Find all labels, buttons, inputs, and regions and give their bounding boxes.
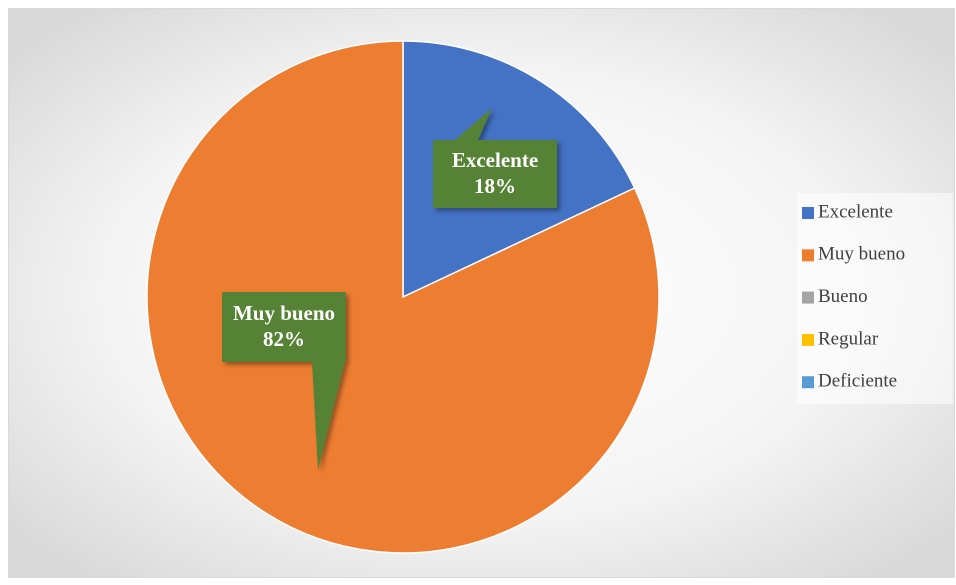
label-value: 18% — [474, 174, 516, 198]
legend-label: Muy bueno — [818, 244, 905, 265]
legend — [797, 193, 953, 404]
label-callout — [433, 108, 557, 208]
label-category: Muy bueno — [233, 301, 335, 325]
legend-entries: Excelente Muy bueno Bueno Regular Deficiente — [802, 201, 905, 392]
legend-swatch — [802, 291, 814, 304]
legend-swatch — [802, 207, 814, 219]
legend-label: Regular — [818, 328, 879, 349]
label-value: 82% — [263, 327, 305, 351]
legend-label: Excelente — [818, 201, 893, 222]
label-category: Excelente — [452, 148, 538, 172]
legend-swatch — [802, 333, 814, 346]
label-callout — [222, 292, 346, 470]
pie-slice — [146, 40, 660, 554]
legend-label: Bueno — [818, 286, 868, 307]
legend-swatch — [802, 376, 814, 389]
legend-swatch — [802, 249, 814, 262]
legend-label: Deficiente — [818, 371, 897, 392]
